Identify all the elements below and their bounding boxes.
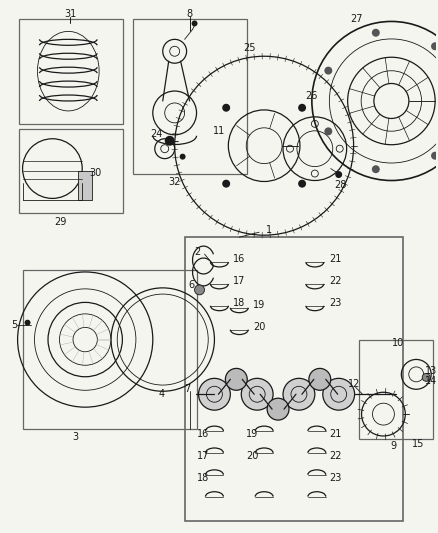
Circle shape <box>335 171 342 178</box>
Text: 19: 19 <box>246 429 258 439</box>
Text: 23: 23 <box>329 473 341 483</box>
Text: 28: 28 <box>335 181 347 190</box>
Text: 22: 22 <box>329 276 341 286</box>
Bar <box>18 129 123 213</box>
Circle shape <box>298 104 306 112</box>
Text: 27: 27 <box>350 14 363 25</box>
Text: 21: 21 <box>329 254 341 264</box>
Circle shape <box>431 42 438 50</box>
Text: 9: 9 <box>390 441 396 451</box>
Circle shape <box>165 136 175 146</box>
Text: 3: 3 <box>72 432 78 442</box>
Text: 13: 13 <box>425 366 437 376</box>
Bar <box>23 270 197 429</box>
Circle shape <box>226 368 247 390</box>
Text: 15: 15 <box>412 439 424 449</box>
Text: 10: 10 <box>392 337 404 348</box>
Circle shape <box>325 127 332 135</box>
Text: 31: 31 <box>64 10 76 20</box>
Text: 16: 16 <box>197 429 209 439</box>
Bar <box>359 340 433 439</box>
Text: 25: 25 <box>243 43 255 53</box>
Text: 23: 23 <box>329 298 341 308</box>
Circle shape <box>25 320 31 326</box>
Circle shape <box>309 368 331 390</box>
Circle shape <box>267 398 289 420</box>
Bar <box>184 237 403 521</box>
Bar <box>78 171 92 200</box>
Text: 19: 19 <box>253 300 265 310</box>
Text: 4: 4 <box>159 389 165 399</box>
Circle shape <box>222 104 230 112</box>
Text: 5: 5 <box>11 320 18 329</box>
Circle shape <box>198 378 230 410</box>
Text: 32: 32 <box>169 177 181 188</box>
Text: 11: 11 <box>213 126 226 136</box>
Circle shape <box>222 180 230 188</box>
Circle shape <box>283 378 315 410</box>
Text: 14: 14 <box>425 376 437 386</box>
Circle shape <box>431 152 438 160</box>
Text: 17: 17 <box>197 451 209 461</box>
Text: 20: 20 <box>246 451 258 461</box>
Bar <box>133 20 247 174</box>
Circle shape <box>372 29 380 37</box>
Text: 8: 8 <box>187 10 193 20</box>
Circle shape <box>323 378 355 410</box>
Text: 21: 21 <box>329 429 341 439</box>
Text: 2: 2 <box>194 247 201 257</box>
Text: 1: 1 <box>266 225 272 235</box>
Text: 6: 6 <box>188 280 194 290</box>
Text: 29: 29 <box>54 217 67 227</box>
Circle shape <box>180 154 186 159</box>
Circle shape <box>298 180 306 188</box>
Text: 20: 20 <box>253 321 265 332</box>
Text: 30: 30 <box>89 167 101 177</box>
Circle shape <box>194 285 205 295</box>
Text: 7: 7 <box>184 384 191 394</box>
Circle shape <box>325 67 332 75</box>
Text: 24: 24 <box>151 129 163 139</box>
Circle shape <box>372 165 380 173</box>
Text: 17: 17 <box>233 276 246 286</box>
Circle shape <box>422 374 430 381</box>
Bar <box>18 20 123 124</box>
Text: 18: 18 <box>197 473 209 483</box>
Text: 22: 22 <box>329 451 341 461</box>
Circle shape <box>191 20 198 27</box>
Text: 26: 26 <box>306 91 318 101</box>
Circle shape <box>241 378 273 410</box>
Text: 12: 12 <box>348 379 361 389</box>
Text: 18: 18 <box>233 298 246 308</box>
Text: 16: 16 <box>233 254 246 264</box>
